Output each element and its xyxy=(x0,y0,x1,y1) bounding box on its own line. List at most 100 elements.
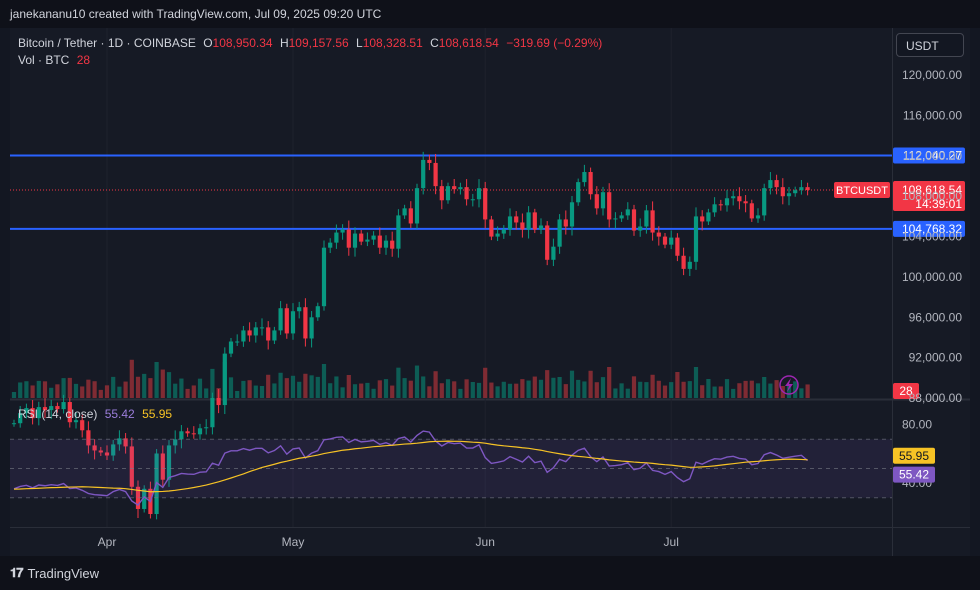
candle[interactable] xyxy=(321,240,327,311)
candle[interactable] xyxy=(98,446,103,457)
candle[interactable] xyxy=(768,172,773,195)
candle[interactable] xyxy=(669,230,674,250)
candle[interactable] xyxy=(569,196,575,236)
candle[interactable] xyxy=(408,201,413,228)
candle[interactable] xyxy=(687,256,692,277)
candle[interactable] xyxy=(266,321,271,350)
candle[interactable] xyxy=(421,151,426,195)
tradingview-brand[interactable]: 𝟏𝟕 TradingView xyxy=(10,565,99,581)
candle[interactable] xyxy=(235,334,240,346)
candle[interactable] xyxy=(92,439,97,460)
candle[interactable] xyxy=(315,302,320,321)
candle[interactable] xyxy=(303,298,308,347)
candle[interactable] xyxy=(545,221,550,266)
candle[interactable] xyxy=(445,182,451,204)
candle[interactable] xyxy=(42,398,48,419)
candle[interactable] xyxy=(11,419,17,427)
candle[interactable] xyxy=(507,208,513,236)
candle[interactable] xyxy=(780,178,785,205)
candle[interactable] xyxy=(352,227,358,257)
candle[interactable] xyxy=(526,206,531,239)
candle[interactable] xyxy=(613,212,618,229)
candle[interactable] xyxy=(30,400,35,425)
candle[interactable] xyxy=(650,201,655,241)
candle[interactable] xyxy=(427,154,432,171)
candle[interactable] xyxy=(799,179,804,195)
candle[interactable] xyxy=(439,179,444,210)
candle[interactable] xyxy=(365,232,370,247)
candle[interactable] xyxy=(73,412,79,429)
candle[interactable] xyxy=(638,218,643,237)
candle[interactable] xyxy=(433,153,438,195)
candle[interactable] xyxy=(390,231,395,257)
candle[interactable] xyxy=(278,301,283,335)
rsi-line[interactable] xyxy=(13,430,809,507)
candle[interactable] xyxy=(272,326,277,345)
candle[interactable] xyxy=(111,439,116,461)
candle[interactable] xyxy=(160,445,165,486)
candle[interactable] xyxy=(662,233,668,249)
candle[interactable] xyxy=(204,419,209,435)
candle[interactable] xyxy=(731,190,736,206)
candle[interactable] xyxy=(210,392,215,435)
candle[interactable] xyxy=(712,197,717,217)
candle[interactable] xyxy=(483,181,488,229)
candle[interactable] xyxy=(383,235,389,255)
candle[interactable] xyxy=(631,204,637,236)
candle[interactable] xyxy=(743,195,748,213)
candle[interactable] xyxy=(693,207,699,270)
candle[interactable] xyxy=(724,190,730,212)
candle[interactable] xyxy=(755,208,761,223)
lightning-icon[interactable] xyxy=(779,375,799,395)
candle[interactable] xyxy=(762,183,767,221)
candle[interactable] xyxy=(328,238,333,254)
candle[interactable] xyxy=(185,427,190,437)
candle[interactable] xyxy=(470,193,475,207)
candle[interactable] xyxy=(259,318,265,336)
candle[interactable] xyxy=(18,405,23,428)
candle[interactable] xyxy=(67,397,72,428)
candle[interactable] xyxy=(793,186,798,197)
candle[interactable] xyxy=(551,238,556,267)
candle[interactable] xyxy=(104,445,110,460)
candle[interactable] xyxy=(228,337,234,358)
symbol-legend[interactable]: Bitcoin / Tether · 1D · COINBASE O108,95… xyxy=(18,36,606,50)
candle[interactable] xyxy=(309,311,314,348)
candle[interactable] xyxy=(749,199,754,222)
candle[interactable] xyxy=(538,218,544,234)
candle[interactable] xyxy=(290,303,296,340)
candle[interactable] xyxy=(49,399,54,420)
rsi-legend[interactable]: RSI (14, close) 55.42 55.95 xyxy=(18,407,176,421)
candle[interactable] xyxy=(706,208,711,225)
candle[interactable] xyxy=(371,231,376,245)
candle[interactable] xyxy=(340,224,345,240)
candle[interactable] xyxy=(786,186,792,206)
candle[interactable] xyxy=(557,214,562,254)
candle[interactable] xyxy=(576,178,581,206)
candle[interactable] xyxy=(191,426,196,439)
candle[interactable] xyxy=(607,183,612,228)
candle[interactable] xyxy=(86,421,91,454)
candle[interactable] xyxy=(458,182,463,195)
candle[interactable] xyxy=(346,220,351,256)
candle[interactable] xyxy=(402,204,407,219)
candle[interactable] xyxy=(476,179,482,208)
candle[interactable] xyxy=(774,174,779,195)
candle[interactable] xyxy=(197,423,203,440)
candle[interactable] xyxy=(80,414,85,438)
candle[interactable] xyxy=(216,389,221,414)
candle[interactable] xyxy=(737,187,742,210)
candle[interactable] xyxy=(396,209,401,258)
candle[interactable] xyxy=(129,437,134,495)
candle[interactable] xyxy=(805,182,810,196)
candle[interactable] xyxy=(166,440,172,487)
currency-button[interactable]: USDT xyxy=(896,33,964,57)
candle[interactable] xyxy=(600,186,606,216)
candle[interactable] xyxy=(514,211,519,230)
candle[interactable] xyxy=(179,425,184,449)
candle[interactable] xyxy=(142,485,147,513)
candle[interactable] xyxy=(297,301,302,319)
candle[interactable] xyxy=(718,199,723,211)
candle[interactable] xyxy=(489,215,494,241)
